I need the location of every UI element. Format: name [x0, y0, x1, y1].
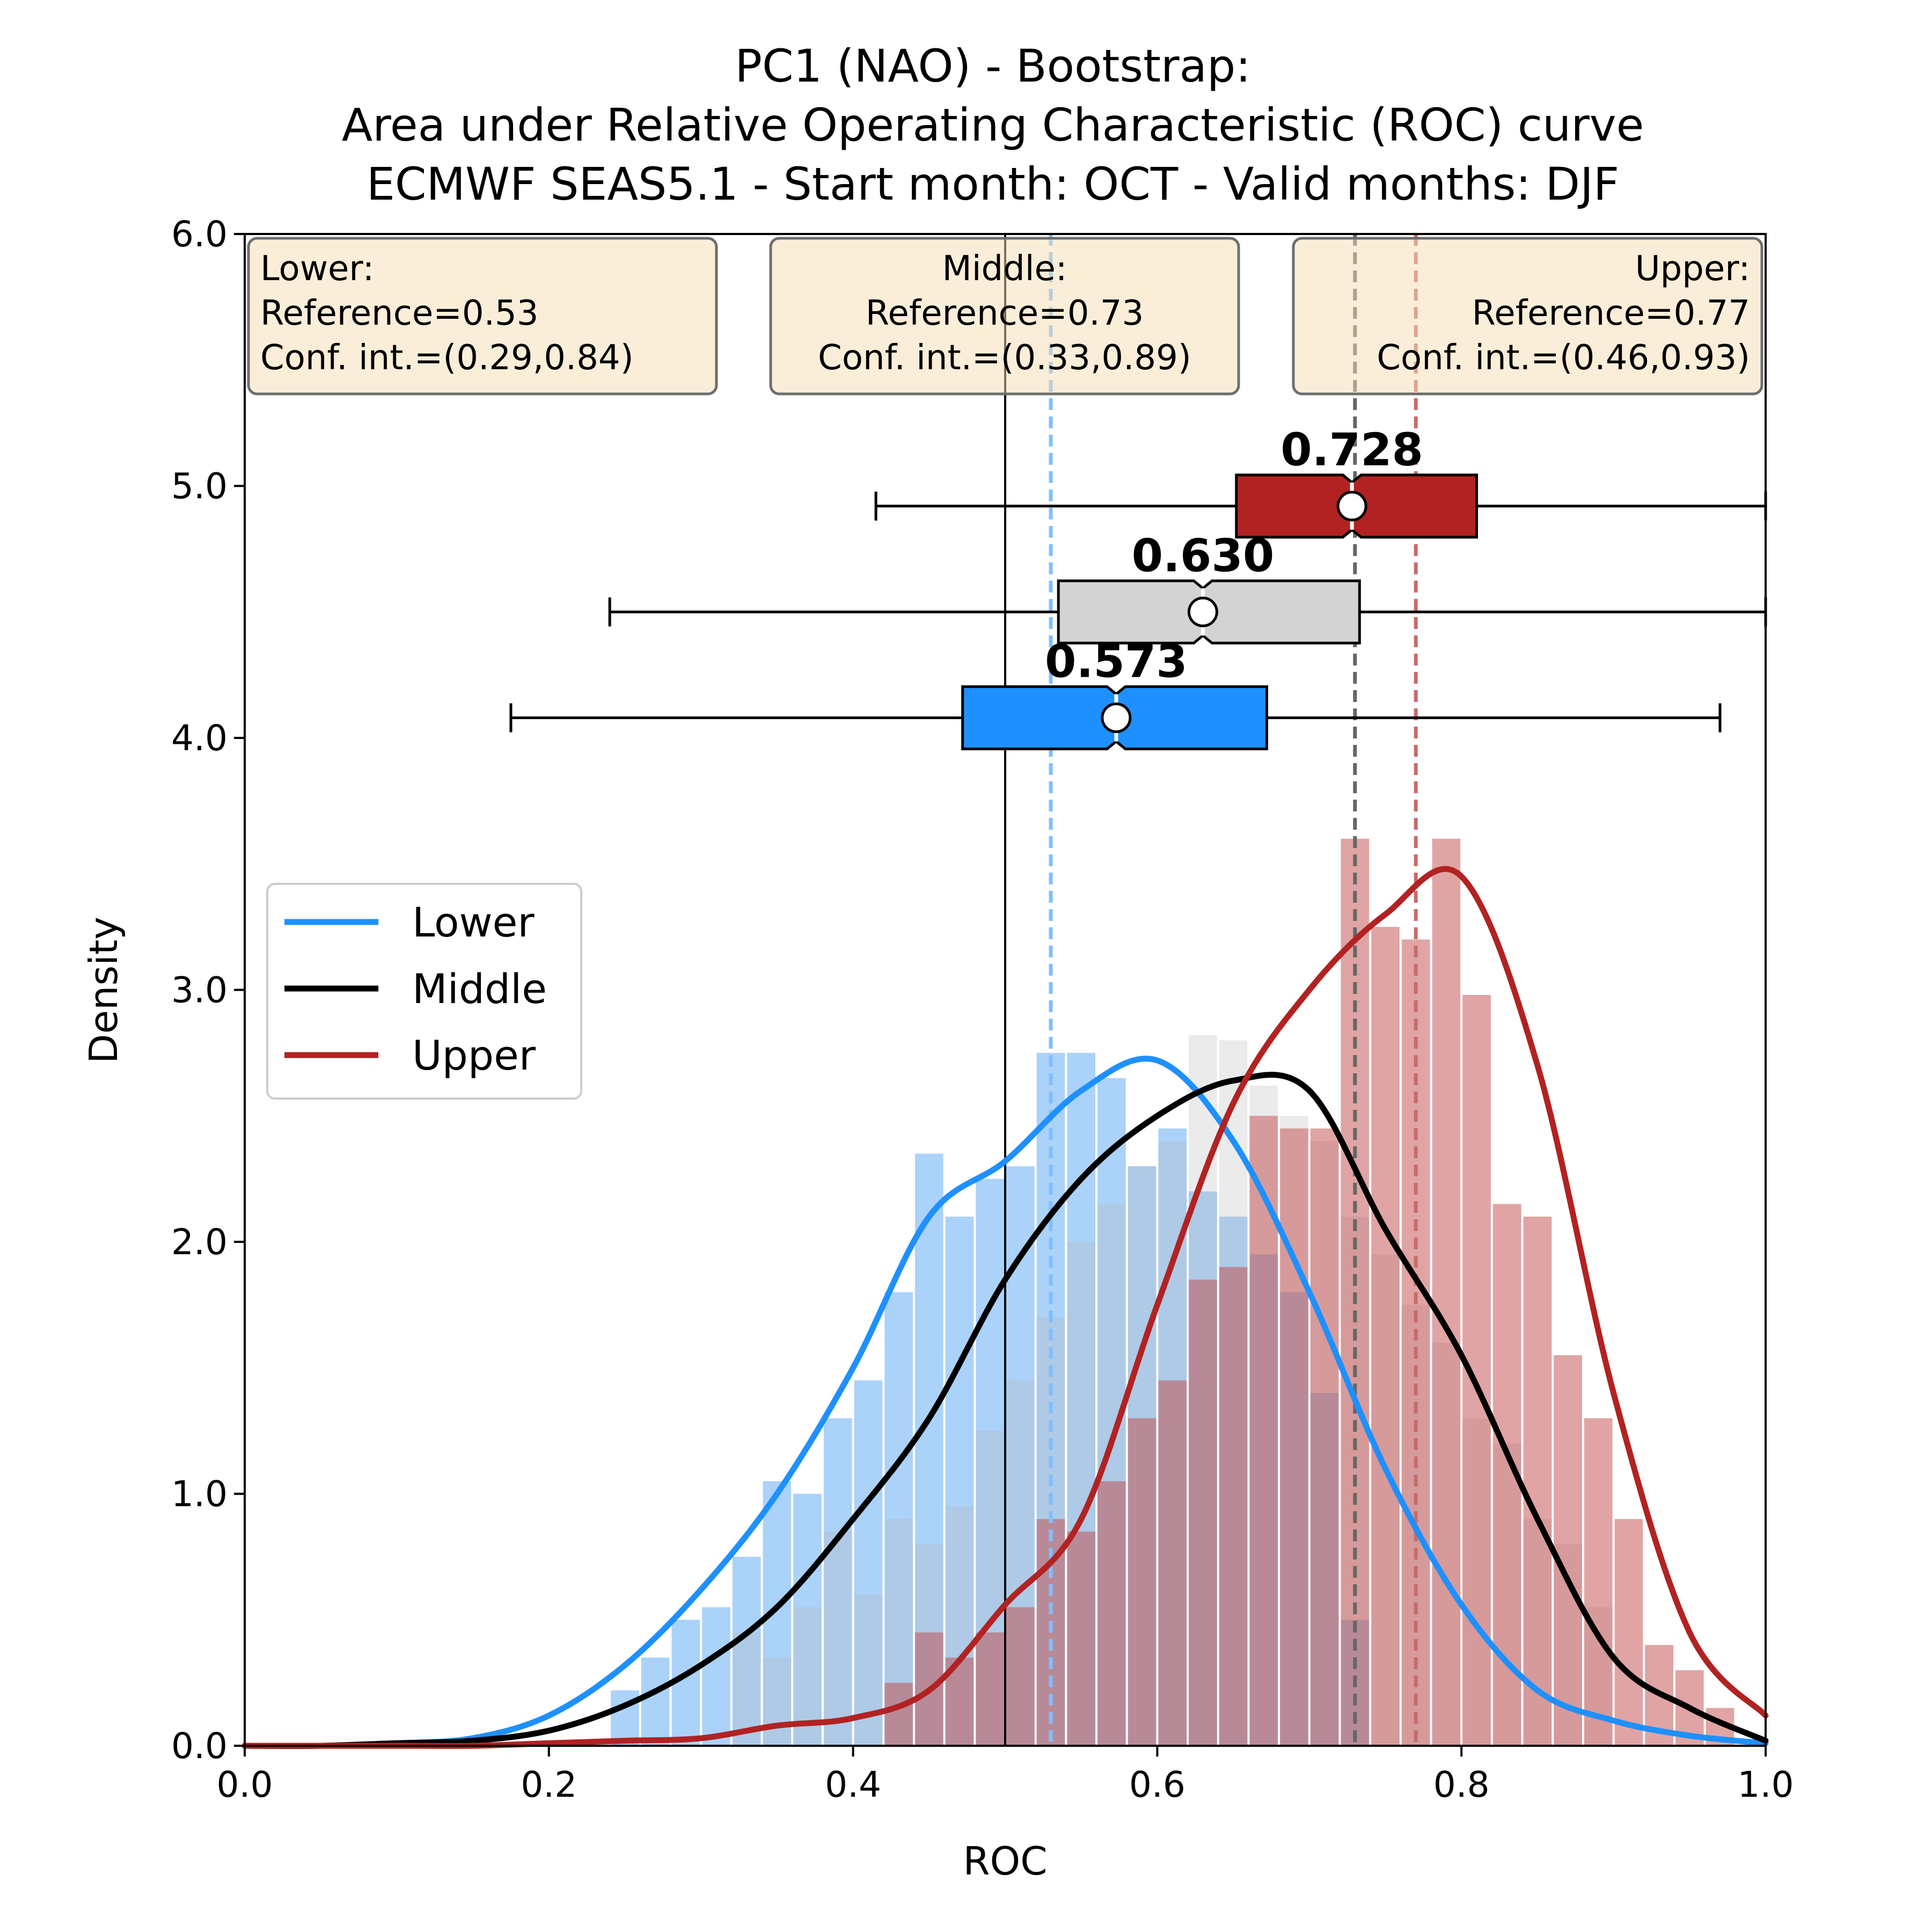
hist-bar-upper [1097, 1481, 1126, 1746]
title-line-3: ECMWF SEAS5.1 - Start month: OCT - Valid… [367, 158, 1619, 210]
legend-label-upper: Upper [412, 1031, 536, 1079]
hist-bar-upper [1280, 1128, 1308, 1746]
kde-line-lower [241, 1056, 1769, 1749]
hist-bar-upper [1219, 1267, 1248, 1746]
legend-box [266, 883, 582, 1100]
y-tick-label: 2.0 [171, 1221, 228, 1263]
reference-lines [1004, 234, 1418, 1746]
y-tick-label: 1.0 [171, 1474, 228, 1515]
chart-title: PC1 (NAO) - Bootstrap: Area under Relati… [342, 40, 1644, 210]
info-box-line: Reference=0.77 [1472, 294, 1750, 333]
hist-bar-middle [823, 1531, 852, 1746]
hist-bar-lower [823, 1418, 852, 1746]
info-box-line: Upper: [1635, 249, 1750, 289]
info-box-line: Conf. int.=(0.33,0.89) [818, 338, 1191, 378]
legend-label-lower: Lower [412, 898, 535, 946]
hist-bar-upper [1006, 1607, 1035, 1746]
info-box-frame [247, 237, 718, 396]
info-box-line: Conf. int.=(0.46,0.93) [1377, 338, 1750, 378]
hist-bar-upper [1128, 1418, 1157, 1746]
info-box-line: Conf. int.=(0.29,0.84) [260, 338, 634, 378]
y-tick-label: 4.0 [171, 718, 228, 759]
info-box-line: Reference=0.53 [260, 294, 538, 333]
hist-bar-lower [641, 1657, 670, 1746]
hist-bar-upper [1189, 1279, 1217, 1746]
hist-bar-upper [1554, 1355, 1582, 1746]
mean-marker [1336, 491, 1367, 522]
info-boxes: Lower: Reference=0.53 Conf. int.=(0.29,0.8… [247, 237, 1763, 396]
y-tick-label: 5.0 [171, 466, 228, 507]
median-label: 0.728 [1280, 423, 1423, 476]
hist-bar-middle [763, 1657, 792, 1746]
kde-line-middle [241, 1072, 1769, 1749]
x-tick-label: 0.2 [521, 1764, 577, 1805]
kde-curves [241, 866, 1769, 1749]
boxplot-upper: 0.728 [874, 423, 1767, 539]
title-line-1: PC1 (NAO) - Bootstrap: [735, 40, 1250, 92]
kde-line-upper [241, 866, 1769, 1749]
x-tick-label: 0.6 [1129, 1764, 1185, 1805]
info-box-line: Reference=0.73 [866, 294, 1144, 333]
x-axis-label: ROC [963, 1839, 1048, 1884]
hist-bar-upper [884, 1682, 913, 1746]
hist-bar-upper [1371, 927, 1400, 1746]
x-tick-label: 1.0 [1738, 1764, 1794, 1805]
hist-bar-lower [884, 1292, 913, 1746]
hist-bar-lower [702, 1607, 730, 1746]
info-box-line: Lower: [260, 249, 374, 289]
legend: Lower Middle Upper [266, 883, 582, 1100]
y-tick-label: 0.0 [171, 1725, 228, 1767]
y-tick-label: 3.0 [171, 970, 228, 1011]
info-box-upper: Upper: Reference=0.77 Conf. int.=(0.46,0.9… [1292, 237, 1763, 396]
hist-bar-middle [854, 1594, 883, 1746]
info-box-frame [769, 237, 1240, 396]
hist-bar-upper [1523, 1217, 1552, 1746]
info-box-line: Middle: [942, 249, 1067, 289]
info-box-middle: Middle: Reference=0.73 Conf. int.=(0.33,0.… [769, 237, 1240, 396]
info-box-lower: Lower: Reference=0.53 Conf. int.=(0.29,0.8… [247, 237, 718, 396]
x-tick-label: 0.4 [825, 1764, 881, 1805]
hist-bar-lower [793, 1494, 822, 1746]
x-tick-label: 0.0 [217, 1764, 273, 1805]
hist-bar-upper [1067, 1531, 1096, 1746]
hist-bar-upper [1310, 1128, 1339, 1746]
title-line-2: Area under Relative Operating Characteri… [342, 99, 1644, 151]
legend-label-middle: Middle [412, 965, 547, 1013]
hist-bar-upper [1614, 1519, 1643, 1746]
x-tick-label: 0.8 [1433, 1764, 1490, 1805]
hist-bar-lower [854, 1380, 883, 1746]
y-tick-label: 6.0 [171, 214, 228, 255]
hist-bar-upper [1584, 1418, 1613, 1746]
mean-marker [1187, 596, 1218, 627]
y-axis-ticks: 0.0 1.0 2.0 3.0 4.0 5.0 6.0 [171, 214, 245, 1767]
mean-marker [1101, 702, 1132, 733]
hist-bar-upper [1432, 838, 1461, 1746]
hist-bar-upper [976, 1632, 1004, 1746]
info-box-frame [1292, 237, 1763, 396]
x-axis-ticks: 0.0 0.2 0.4 0.6 0.8 1.0 [217, 1746, 1794, 1805]
y-axis-label: Density [81, 917, 126, 1064]
hist-bar-lower [732, 1556, 761, 1746]
hist-bar-upper [1158, 1380, 1187, 1746]
